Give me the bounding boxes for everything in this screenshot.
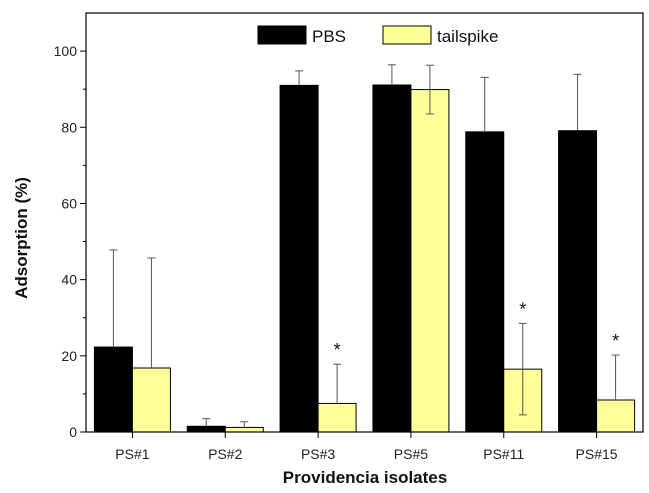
error-bars-layer [109,64,620,428]
legend-swatch-pbs [257,25,307,45]
bars-layer [93,84,636,433]
bar-tailspike-PS#5 [410,89,450,433]
significance-marker-PS#11: * [519,299,526,319]
bar-tailspike-PS#15 [596,399,636,433]
legend-label-tailspike: tailspike [437,27,498,46]
x-tick-label-PS#2: PS#2 [208,446,242,462]
significance-marker-PS#3: * [334,340,341,360]
y-tick-label-80: 80 [61,119,77,135]
plot-frame [85,12,644,433]
y-tick-label-100: 100 [54,43,78,59]
y-tick-label-0: 0 [69,424,77,440]
bar-PBS-PS#5 [372,84,412,433]
bar-tailspike-PS#2 [224,426,264,433]
x-axis-title: Providencia isolates [283,468,447,487]
y-axis-title: Adsorption (%) [12,177,31,299]
legend-swatch-tailspike [382,25,432,45]
bar-PBS-PS#2 [186,425,226,433]
bar-PBS-PS#15 [558,130,598,433]
x-tick-label-PS#1: PS#1 [115,446,149,462]
x-tick-label-PS#15: PS#15 [576,446,618,462]
bar-PBS-PS#11 [465,131,505,433]
legend: PBS tailspike [257,25,498,46]
x-tick-label-PS#5: PS#5 [394,446,428,462]
bar-tailspike-PS#3 [317,402,357,433]
axes-layer [80,12,644,438]
bar-PBS-PS#3 [279,84,319,433]
bar-PBS-PS#1 [93,346,133,433]
bar-tailspike-PS#1 [131,367,171,433]
y-tick-label-40: 40 [61,272,77,288]
legend-label-pbs: PBS [312,27,346,46]
x-tick-label-PS#11: PS#11 [483,446,524,462]
significance-marker-PS#15: * [612,331,619,351]
labels-layer: PS#1 PS#2 * PS#3 PS#5 * PS#11 * PS#15 0 20 40 60 80 10… [54,43,619,462]
y-tick-label-20: 20 [61,348,77,364]
y-tick-label-60: 60 [61,195,77,211]
x-tick-label-PS#3: PS#3 [301,446,335,462]
